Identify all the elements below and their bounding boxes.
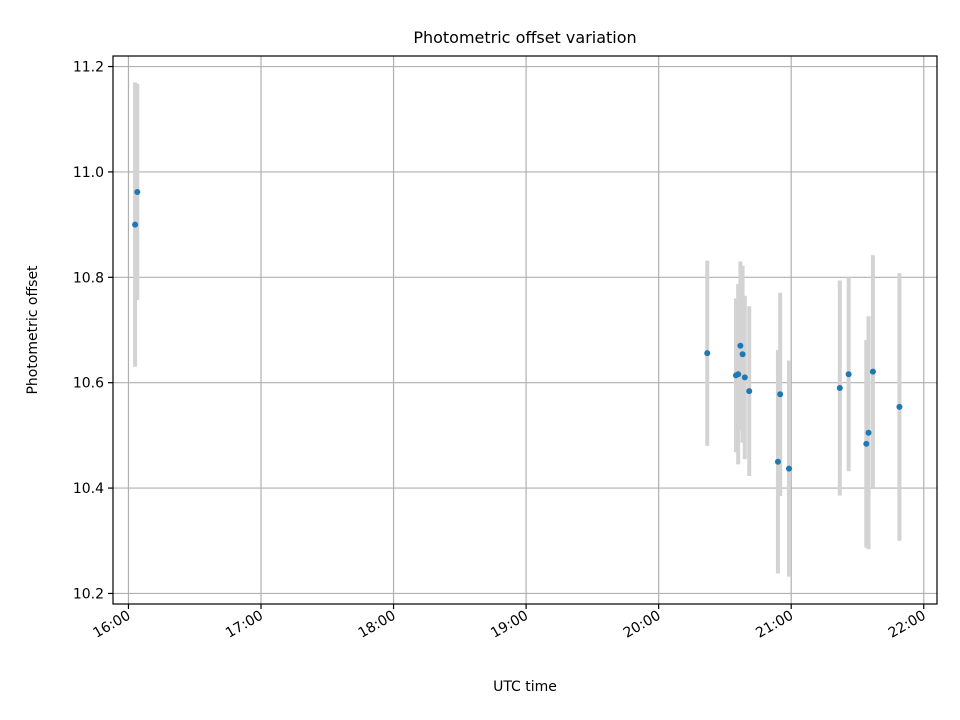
data-point — [896, 403, 903, 410]
y-tick-label: 10.8 — [73, 270, 104, 286]
data-point — [869, 368, 876, 375]
plot-frame — [112, 55, 938, 605]
y-tick-label: 11.0 — [73, 165, 104, 181]
data-point — [777, 391, 784, 398]
data-point — [739, 351, 746, 358]
y-tick-label: 10.6 — [73, 376, 104, 392]
data-point — [836, 384, 843, 391]
data-point — [735, 371, 742, 378]
y-tick-label: 10.2 — [73, 586, 104, 602]
data-point — [737, 342, 744, 349]
grid — [113, 56, 937, 604]
data-point — [704, 350, 711, 357]
data-point — [865, 429, 872, 436]
chart-title: Photometric offset variation — [413, 28, 636, 47]
data-point — [741, 374, 748, 381]
data-points — [132, 188, 903, 472]
data-point — [863, 440, 870, 447]
data-point — [845, 371, 852, 378]
y-tick-label: 10.4 — [73, 481, 104, 497]
data-point — [132, 221, 139, 228]
data-point — [774, 458, 781, 465]
data-point — [746, 388, 753, 395]
data-point — [785, 465, 792, 472]
data-point — [134, 188, 141, 195]
x-axis-label: UTC time — [493, 679, 557, 695]
y-tick-label: 11.2 — [73, 60, 104, 76]
y-axis-ticks: 10.2 10.4 10.6 10.8 11.0 11.2 — [73, 60, 113, 602]
y-axis-label: Photometric offset — [25, 265, 41, 395]
